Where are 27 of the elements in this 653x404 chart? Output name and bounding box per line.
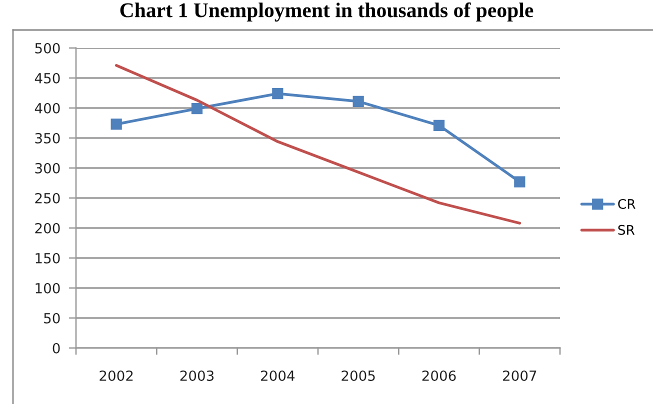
y-tick-label: 400 xyxy=(34,102,60,114)
x-tick-label: 2004 xyxy=(261,370,295,381)
y-tick-label: 0 xyxy=(52,342,60,354)
y-tick-label: 300 xyxy=(35,162,60,174)
x-tick-label: 2003 xyxy=(180,370,214,381)
x-tick-label: 2007 xyxy=(503,370,536,381)
point xyxy=(433,120,445,131)
x-tick-label: 2002 xyxy=(100,370,133,381)
y-tick-label: 250 xyxy=(35,192,60,204)
point xyxy=(514,176,526,188)
point xyxy=(352,96,364,107)
point xyxy=(272,88,284,100)
legend-label: CR xyxy=(618,198,636,209)
y-tick-label: 450 xyxy=(34,72,60,84)
x-tick-label: 2005 xyxy=(342,370,375,381)
point xyxy=(110,118,122,130)
line-series xyxy=(114,64,522,225)
y-tick-label: 350 xyxy=(35,132,60,144)
y-tick-label: 150 xyxy=(36,252,60,264)
chart-title: Chart 1 Unemployment in thousands of people xyxy=(120,2,534,22)
y-tick-label: 200 xyxy=(35,222,60,234)
point xyxy=(191,103,203,114)
y-tick-label: 500 xyxy=(35,42,60,54)
y-tick-label: 100 xyxy=(36,282,60,294)
y-tick-label: 50 xyxy=(44,312,60,324)
x-tick-label: 2006 xyxy=(422,370,456,381)
legend-label: SR xyxy=(618,224,635,235)
